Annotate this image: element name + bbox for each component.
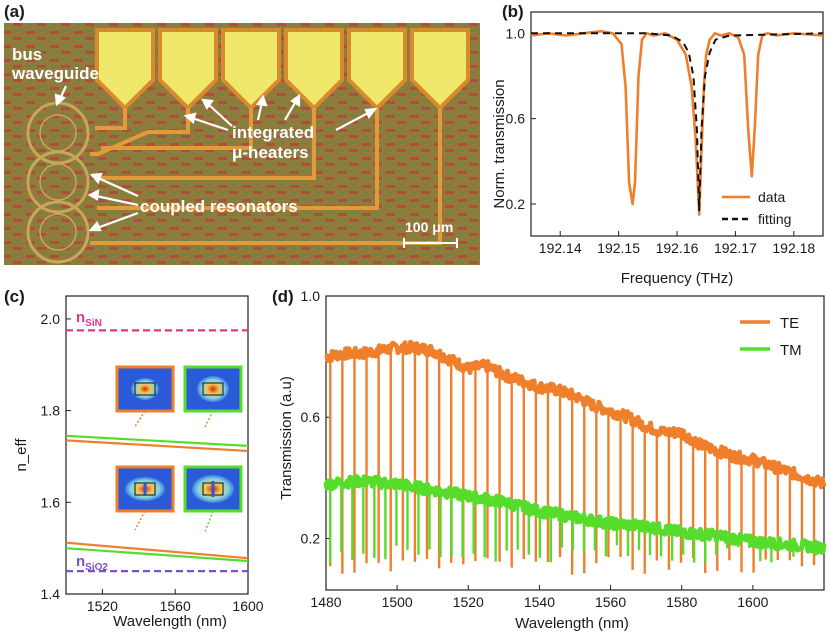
panel-b-resonance: (b) Norm. transmission Frequency (THz) 1… <box>491 2 824 287</box>
c1-ytick-label: 1.8 <box>41 403 61 419</box>
d-xlabel: Wavelength (nm) <box>515 615 629 632</box>
c1-ytick-label: 2.0 <box>41 311 61 327</box>
panel-label-b: (b) <box>502 2 524 21</box>
d2-xtick-label: 1540 <box>524 594 555 610</box>
coupled-resonators <box>26 101 90 264</box>
c1-xtick-label: 1560 <box>160 598 191 614</box>
panel-label-d: (d) <box>272 287 294 306</box>
c1-ytick-label: 1.4 <box>41 586 61 602</box>
label-coupled-resonators: coupled resonators <box>140 197 298 216</box>
mode-inset-tm-fundamental <box>183 365 243 413</box>
d-legend-label-TE: TE <box>780 315 799 332</box>
c-series-4 <box>65 541 249 560</box>
d2-xtick-label: 1600 <box>737 594 768 610</box>
d2-frame <box>325 295 825 591</box>
heater-pads <box>95 28 470 111</box>
panel-c-neff: (c) n_eff Wavelength (nm) 1520 1560 1600 1.… <box>4 287 264 630</box>
b0-xtick-label: 192.18 <box>772 240 815 256</box>
b-legend-label-data: data <box>758 189 785 205</box>
d-legend-label-TM: TM <box>780 342 802 359</box>
c-ylabel: n_eff <box>13 438 30 472</box>
d2-xtick-label: 1480 <box>310 594 341 610</box>
b0-xtick-label: 192.17 <box>714 240 757 256</box>
c-plot-area: 1520 1560 1600 1.4 1.6 1.8 2.0 <box>41 295 264 614</box>
label-bus: bus <box>12 45 42 64</box>
mode-inset-te-second <box>115 465 175 513</box>
d-ylabel: Transmission (a.u) <box>278 376 295 500</box>
nsio2-label: nSiO2 <box>76 553 108 573</box>
b-series-data <box>530 29 824 216</box>
scalebar-label: 100 μm <box>405 219 453 235</box>
d2-xtick-label: 1580 <box>666 594 697 610</box>
c1-xtick-label: 1520 <box>87 598 118 614</box>
b-xlabel: Frequency (THz) <box>621 270 734 287</box>
b0-xtick-label: 192.16 <box>656 240 699 256</box>
mode-inset-tm-second <box>183 465 243 513</box>
c-series-3 <box>65 439 249 453</box>
d2-ytick-label: 0.6 <box>301 409 321 425</box>
c1-xtick-label: 1600 <box>232 598 263 614</box>
c1-ytick-label: 1.6 <box>41 494 61 510</box>
d-plot-area: 1480 1500 1520 1540 1560 1580 1600 0.2 0.6 1.0 TE T… <box>301 288 827 610</box>
nsin-label: nSiN <box>76 309 102 329</box>
b-ylabel: Norm. transmission <box>491 79 508 208</box>
panel-label-a: (a) <box>4 2 25 21</box>
label-integrated: integrated <box>232 123 314 142</box>
d2-ytick-label: 0.2 <box>301 530 321 546</box>
b-series-fitting <box>531 32 824 212</box>
mode-inset-te-fundamental <box>115 365 175 413</box>
c-series-5 <box>65 547 249 563</box>
b0-ytick-label: 0.2 <box>506 196 526 212</box>
b0-xtick-label: 192.15 <box>597 240 640 256</box>
panel-d-spectrum: (d) Transmission (a.u) Wavelength (nm) 1… <box>272 287 827 632</box>
d-series-TM-envelope <box>323 473 827 555</box>
b-plot-area: 192.14 192.15 192.16 192.17 192.18 0.2 0.6 1.0 d… <box>506 11 824 256</box>
d2-xtick-label: 1520 <box>453 594 484 610</box>
inset-leaders <box>133 410 214 533</box>
c-series-2 <box>65 434 249 447</box>
d-series-TE-envelope <box>324 339 827 490</box>
label-heaters: μ-heaters <box>232 143 309 162</box>
d2-xtick-label: 1560 <box>595 594 626 610</box>
panel-a-micrograph: (a) bus wav <box>4 2 480 265</box>
b0-ytick-label: 0.6 <box>506 111 526 127</box>
b-legend-label-fitting: fitting <box>758 211 791 227</box>
d2-ytick-label: 1.0 <box>301 288 321 304</box>
b0-xtick-label: 192.14 <box>539 240 582 256</box>
annotation-arrows <box>54 85 378 232</box>
scalebar <box>403 238 458 248</box>
d2-xtick-label: 1500 <box>382 594 413 610</box>
label-waveguide: waveguide <box>11 64 99 83</box>
c-xlabel: Wavelength (nm) <box>113 613 227 630</box>
panel-label-c: (c) <box>4 287 25 306</box>
b0-ytick-label: 1.0 <box>506 25 526 41</box>
